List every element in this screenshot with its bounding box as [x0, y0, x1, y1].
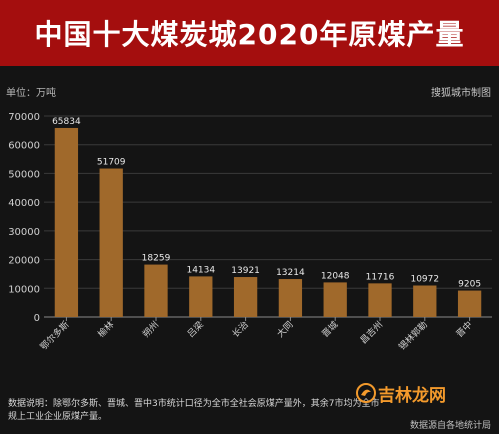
- data-label: 14134: [186, 265, 215, 275]
- bar: [323, 282, 347, 317]
- data-label: 10972: [410, 274, 439, 284]
- bar: [457, 290, 482, 317]
- data-label: 51709: [97, 158, 126, 168]
- data-label: 11716: [366, 272, 395, 282]
- bar: [368, 283, 392, 317]
- bar: [413, 285, 437, 317]
- y-tick-label: 0: [34, 313, 40, 324]
- data-label: 18259: [142, 254, 171, 264]
- y-tick-label: 30000: [8, 227, 40, 238]
- x-tick-label: 吕梁: [185, 319, 206, 340]
- bar: [54, 127, 79, 317]
- title-banner: 中国十大煤炭城2020年原煤产量: [0, 0, 499, 66]
- bar: [99, 168, 123, 317]
- dragon-logo-icon: [356, 383, 376, 403]
- x-tick-label: 大同: [274, 319, 295, 340]
- bar: [233, 277, 258, 317]
- y-tick-label: 50000: [8, 169, 40, 180]
- data-label: 12048: [321, 271, 350, 281]
- bar-chart: 0 10000 20000 30000 40000 50000 60000 70000 6583…: [8, 112, 492, 353]
- x-tick-label: 榆林: [95, 319, 116, 340]
- unit-label: 单位：万吨: [6, 88, 56, 99]
- y-tick-label: 20000: [8, 256, 40, 267]
- y-tick-label: 10000: [8, 284, 40, 295]
- chart-title: 中国十大煤炭城2020年原煤产量: [34, 18, 465, 51]
- x-tick-label: 长治: [229, 319, 250, 340]
- x-tick-label: 朔州: [140, 319, 161, 340]
- x-tick-label: 鄂尔多斯: [38, 319, 72, 353]
- data-label: 65834: [52, 117, 81, 127]
- data-source: 数据源自各地统计局: [409, 421, 491, 431]
- x-tick-label: 晋中: [453, 319, 474, 340]
- credit-label: 搜狐城市制图: [431, 88, 491, 99]
- x-tick-label: 晋城: [320, 319, 341, 340]
- bar: [189, 276, 213, 317]
- y-tick-label: 70000: [8, 112, 40, 123]
- bar: [144, 264, 168, 317]
- y-tick-label: 60000: [8, 141, 40, 152]
- x-tick-label: 锡林郭勒: [396, 319, 430, 353]
- watermark-text: 吉林龙网: [378, 386, 446, 406]
- data-label: 13921: [231, 266, 260, 276]
- data-label: 9205: [458, 280, 481, 290]
- y-tick-label: 40000: [8, 198, 40, 209]
- data-note: 数据说明：除鄂尔多斯、晋城、晋中3市统计口径为全市全社会原煤产量外，其余7市均为…: [8, 399, 380, 422]
- x-tick-label: 昌吉州: [358, 319, 385, 346]
- data-label: 13214: [276, 268, 305, 278]
- bar: [278, 279, 303, 317]
